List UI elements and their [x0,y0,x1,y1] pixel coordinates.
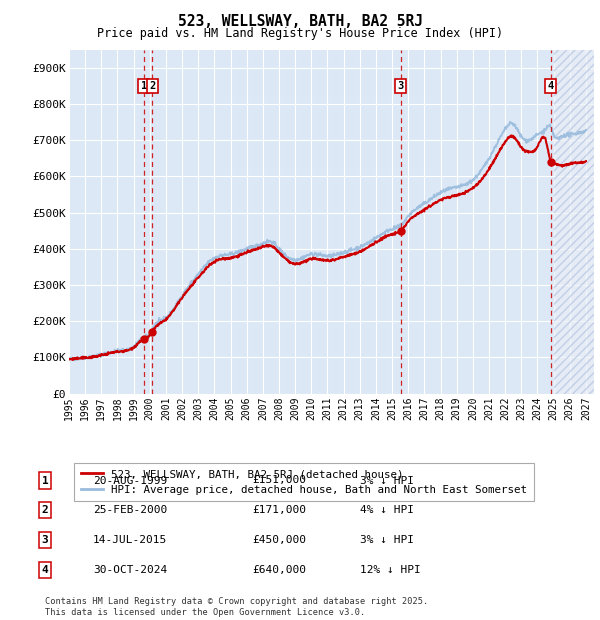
Text: £640,000: £640,000 [252,565,306,575]
Text: 12% ↓ HPI: 12% ↓ HPI [360,565,421,575]
Text: 14-JUL-2015: 14-JUL-2015 [93,535,167,545]
Text: 3: 3 [398,81,404,91]
Text: 2: 2 [41,505,49,515]
Text: Contains HM Land Registry data © Crown copyright and database right 2025.
This d: Contains HM Land Registry data © Crown c… [45,598,428,617]
Text: 523, WELLSWAY, BATH, BA2 5RJ: 523, WELLSWAY, BATH, BA2 5RJ [178,14,422,29]
Text: Price paid vs. HM Land Registry's House Price Index (HPI): Price paid vs. HM Land Registry's House … [97,27,503,40]
Text: 30-OCT-2024: 30-OCT-2024 [93,565,167,575]
Text: £171,000: £171,000 [252,505,306,515]
Text: 1: 1 [140,81,147,91]
Bar [554,50,594,394]
Text: 3: 3 [41,535,49,545]
Text: 25-FEB-2000: 25-FEB-2000 [93,505,167,515]
Legend: 523, WELLSWAY, BATH, BA2 5RJ (detached house), HPI: Average price, detached hous: 523, WELLSWAY, BATH, BA2 5RJ (detached h… [74,463,534,501]
Text: 1: 1 [41,476,49,485]
Text: 4: 4 [548,81,554,91]
Text: 2: 2 [149,81,155,91]
Text: 4: 4 [41,565,49,575]
Text: £450,000: £450,000 [252,535,306,545]
Bar [554,50,594,394]
Text: 3% ↓ HPI: 3% ↓ HPI [360,476,414,485]
Text: 4% ↓ HPI: 4% ↓ HPI [360,505,414,515]
Text: 20-AUG-1999: 20-AUG-1999 [93,476,167,485]
Text: 3% ↓ HPI: 3% ↓ HPI [360,535,414,545]
Text: £151,000: £151,000 [252,476,306,485]
